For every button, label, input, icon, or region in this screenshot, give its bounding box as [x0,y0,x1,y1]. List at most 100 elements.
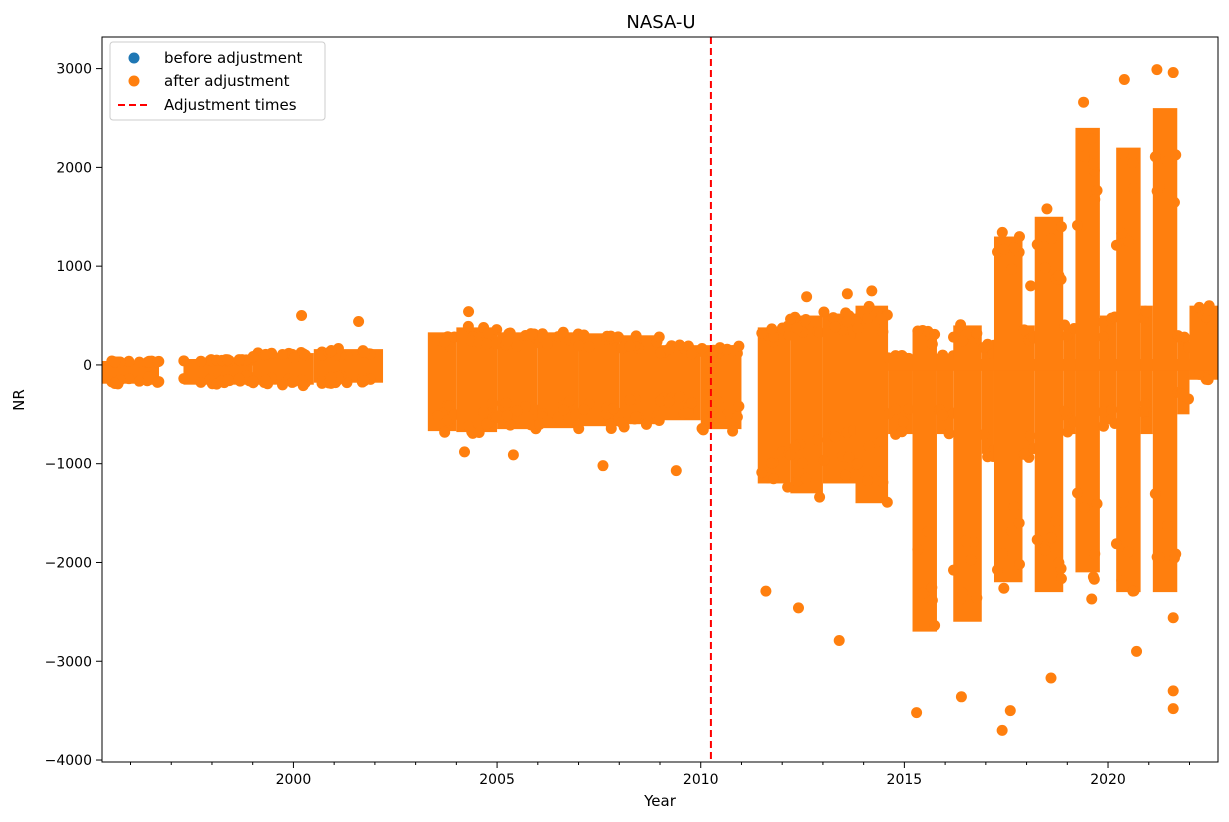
data-point [1013,558,1025,570]
data-point [325,371,337,383]
data-point [1149,151,1161,163]
data-point [458,446,470,458]
data-point [714,411,726,423]
data-point [1131,645,1143,657]
data-point [898,416,910,428]
data-point [965,554,977,566]
data-point [1178,390,1190,402]
data-point [178,355,190,367]
data-point [1168,196,1180,208]
data-point [1039,262,1051,274]
data-point [998,243,1010,255]
legend-marker-before [128,52,140,64]
data-point [955,691,967,703]
data-point [896,350,908,362]
x-tick-label: 2010 [683,772,719,788]
data-point [296,310,308,322]
data-point [1116,227,1128,239]
data-point [151,356,163,368]
data-point [792,602,804,614]
data-point [800,313,812,325]
data-point [1008,501,1020,513]
data-point [1025,280,1037,292]
data-point [1128,182,1140,194]
x-axis-label: Year [643,792,677,810]
data-band [1022,325,1035,454]
data-point [1122,546,1134,558]
y-tick-label: 2000 [56,160,92,176]
data-point [624,340,636,352]
y-tick-label: 0 [83,358,92,374]
data-point [785,449,797,461]
x-tick-label: 2015 [887,772,923,788]
data-point [812,434,824,446]
data-point [1059,319,1071,331]
data-point [1098,420,1110,432]
data-point [640,418,652,430]
y-tick-label: −1000 [45,457,92,473]
data-point [1055,573,1067,585]
data-point [288,375,300,387]
data-point [1202,374,1214,386]
data-point [1091,498,1103,510]
data-point [852,322,864,334]
data-point [655,347,667,359]
x-axis: 2000 2005 2010 2015 2020 [130,762,1190,788]
data-point [1141,416,1153,428]
data-point [996,226,1008,238]
data-point [288,352,300,364]
data-point [519,401,531,413]
data-point [1078,150,1090,162]
data-point [541,338,553,350]
data-point [929,328,941,340]
data-point [1204,322,1216,334]
data-point [875,313,887,325]
data-point [463,306,475,318]
data-point [903,403,915,415]
data-point [1078,96,1090,108]
data-point [195,355,207,367]
data-point [841,288,853,300]
data-point [1008,242,1020,254]
legend-label-adjustment: Adjustment times [164,96,297,114]
data-point [541,415,553,427]
data-point [877,326,889,338]
data-point [829,321,841,333]
data-point [1006,525,1018,537]
y-tick-label: −4000 [45,753,92,769]
data-point [1039,544,1051,556]
data-point [655,395,667,407]
data-band [912,330,937,632]
data-point [875,435,887,447]
data-point [501,335,513,347]
data-point [833,635,845,647]
data-point [791,322,803,334]
data-point [1089,194,1101,206]
data-point [233,354,245,366]
data-point [1078,502,1090,514]
data-point [630,330,642,342]
data-point [624,394,636,406]
data-point [439,336,451,348]
data-point [696,343,708,355]
data-point [800,472,812,484]
data-point [1062,426,1074,438]
legend: before adjustment after adjustment Adjus… [109,41,326,121]
data-point [439,426,451,438]
data-point [955,319,967,331]
data-point [866,285,878,297]
data-point [712,396,724,408]
data-point [507,449,519,461]
data-point [948,564,960,576]
data-point [481,338,493,350]
data-point [957,335,969,347]
data-point [1137,406,1149,418]
legend-label-after: after adjustment [164,72,290,90]
data-point [727,425,739,437]
data-point [663,396,675,408]
y-tick-label: 3000 [56,62,92,78]
data-point [818,454,830,466]
y-axis-label: NR [10,389,28,411]
data-point [462,420,474,432]
